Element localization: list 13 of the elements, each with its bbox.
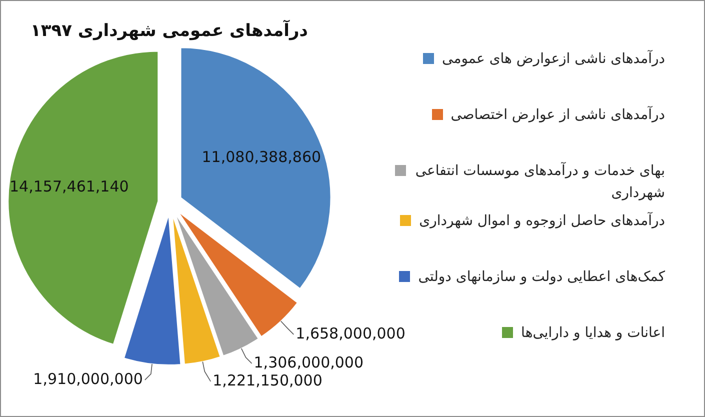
legend-label: بهای خدمات و درآمدهای موسسات انتفاعی شهرداری <box>414 161 665 203</box>
chart-title: درآمدهای عمومی شهرداری ۱۳۹۷ <box>30 19 308 41</box>
legend-label: درآمدهای ناشی از عوارض اختصاصی <box>450 105 665 125</box>
legend-label: درآمدهای حاصل ازوجوه و اموال شهرداری <box>419 211 665 231</box>
data-label: 1,910,000,000 <box>33 370 143 388</box>
data-label: 1,306,000,000 <box>254 354 364 372</box>
legend-label: کمک‌های اعطایی دولت و سازمانهای دولتی <box>418 268 665 287</box>
data-label: 1,658,000,000 <box>296 324 406 343</box>
legend-label: اعانات و هدایا و دارایی‌ها <box>521 324 665 343</box>
legend-label: درآمدهای ناشی ازعوارض های عمومی <box>442 49 665 69</box>
data-label: 1,221,150,000 <box>212 372 322 390</box>
data-label: 14,157,461,140 <box>10 178 129 196</box>
data-label: 11,080,388,860 <box>202 148 322 166</box>
